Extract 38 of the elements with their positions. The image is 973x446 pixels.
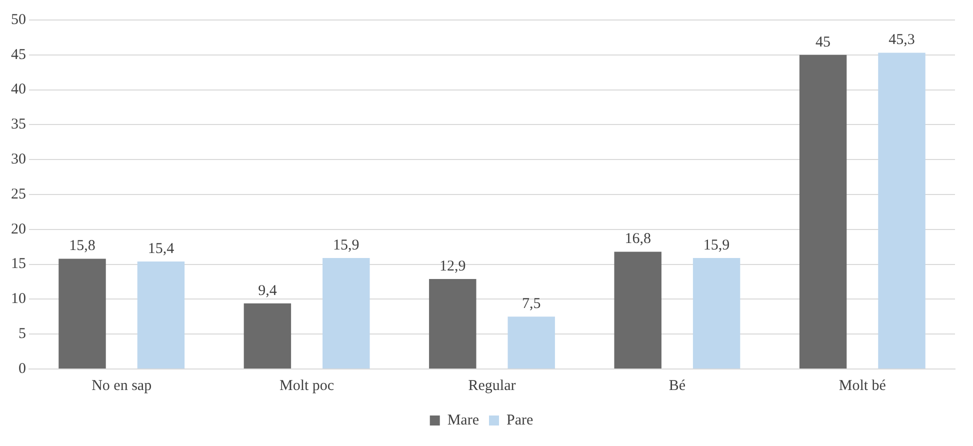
bar [58, 258, 106, 368]
data-label: 15,4 [148, 240, 175, 257]
x-tick-label: Bé [668, 378, 686, 394]
y-tick-label: 5 [18, 326, 26, 342]
data-label: 15,9 [703, 237, 730, 254]
bar [244, 303, 292, 368]
data-label: 7,5 [522, 296, 541, 312]
bar [322, 258, 370, 368]
data-label: 16,8 [624, 231, 651, 248]
y-tick-label: 30 [11, 152, 26, 168]
data-label: 15,8 [69, 238, 96, 254]
x-tick-label: Molt poc [280, 378, 334, 394]
bar [878, 52, 926, 368]
y-tick-label: 35 [11, 116, 26, 133]
bar [799, 54, 847, 368]
y-tick-label: 50 [11, 12, 26, 28]
y-tick-label: 40 [11, 82, 26, 98]
bar [508, 316, 555, 368]
data-label: 15,9 [333, 237, 360, 254]
y-tick-label: 15 [11, 256, 26, 272]
x-tick-label: No en sap [92, 378, 152, 394]
y-tick-label: 20 [11, 221, 26, 238]
x-tick-label: Regular [468, 378, 516, 394]
data-label: 45,3 [888, 32, 915, 48]
y-tick-label: 10 [11, 291, 26, 308]
x-tick-label: Molt bé [838, 378, 886, 394]
bar [692, 258, 740, 368]
legend-label: Mare [447, 412, 480, 428]
data-label: 12,9 [440, 258, 466, 274]
bar [429, 278, 476, 368]
y-tick-label: 45 [11, 46, 26, 63]
legend-label: Pare [506, 412, 534, 428]
y-tick-label: 0 [18, 360, 26, 377]
data-label: 45 [816, 34, 831, 50]
bar [137, 262, 185, 368]
y-tick-label: 25 [11, 186, 26, 202]
data-label: 9,4 [258, 282, 278, 299]
bar [614, 252, 662, 368]
